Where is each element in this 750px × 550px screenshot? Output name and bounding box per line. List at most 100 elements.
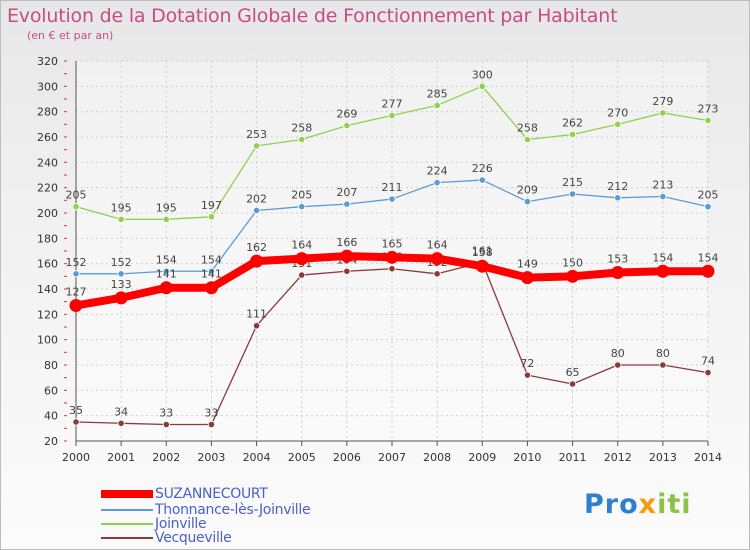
legend-label-thonnance: Thonnance-lès-Joinville bbox=[155, 502, 311, 518]
data-label-suzannecourt: 164 bbox=[291, 239, 312, 252]
data-label-joinville: 279 bbox=[652, 95, 673, 108]
y-tick-label: 200 bbox=[37, 207, 58, 220]
x-tick-label: 2012 bbox=[604, 451, 632, 464]
data-point-thonnance-les-joinville bbox=[117, 270, 125, 278]
data-point-joinville bbox=[523, 135, 532, 144]
y-tick-label: 280 bbox=[37, 106, 58, 119]
data-point-thonnance-les-joinville bbox=[614, 194, 622, 202]
legend-item-vecqueville[interactable]: Vecqueville bbox=[101, 530, 232, 546]
data-label-vecqueville: 33 bbox=[159, 407, 173, 420]
data-label-thonnance-les-joinville: 154 bbox=[156, 253, 177, 266]
data-point-vecqueville bbox=[523, 371, 532, 379]
x-tick-label: 2005 bbox=[288, 451, 316, 464]
data-label-joinville: 258 bbox=[517, 122, 538, 135]
data-point-vecqueville bbox=[614, 361, 622, 369]
y-tick-label: 240 bbox=[37, 156, 58, 169]
data-point-vecqueville bbox=[72, 418, 80, 426]
data-point-suzannecourt bbox=[340, 249, 354, 263]
legend-swatch-thonnance bbox=[101, 509, 153, 511]
data-point-thonnance-les-joinville bbox=[478, 176, 486, 184]
data-label-suzannecourt: 141 bbox=[201, 268, 222, 281]
data-label-suzannecourt: 149 bbox=[517, 258, 538, 271]
data-point-suzannecourt bbox=[611, 266, 625, 280]
data-point-joinville bbox=[298, 135, 306, 144]
data-point-vecqueville bbox=[388, 265, 396, 273]
data-point-joinville bbox=[704, 116, 712, 125]
data-label-thonnance-les-joinville: 154 bbox=[201, 253, 222, 266]
data-point-joinville bbox=[207, 213, 216, 221]
legend-item-joinville[interactable]: Joinville bbox=[101, 516, 207, 532]
data-point-vecqueville bbox=[343, 267, 351, 275]
data-label-thonnance-les-joinville: 224 bbox=[427, 165, 448, 178]
data-label-suzannecourt: 153 bbox=[607, 253, 628, 266]
data-point-vecqueville bbox=[298, 271, 306, 279]
legend-swatch-vecqueville bbox=[101, 537, 153, 539]
data-label-vecqueville: 80 bbox=[611, 347, 625, 360]
data-label-vecqueville: 65 bbox=[566, 366, 580, 379]
data-point-suzannecourt bbox=[430, 252, 444, 266]
data-label-joinville: 273 bbox=[698, 103, 719, 116]
logo-part-1: Pro bbox=[584, 489, 639, 520]
legend-item-thonnance[interactable]: Thonnance-lès-Joinville bbox=[101, 502, 311, 518]
data-label-vecqueville: 72 bbox=[520, 357, 534, 370]
data-point-vecqueville bbox=[568, 380, 577, 388]
data-label-joinville: 262 bbox=[562, 116, 583, 129]
data-label-thonnance-les-joinville: 213 bbox=[652, 179, 673, 192]
data-point-suzannecourt bbox=[204, 281, 218, 295]
data-point-joinville bbox=[659, 109, 667, 117]
data-label-thonnance-les-joinville: 152 bbox=[111, 256, 132, 269]
data-point-joinville bbox=[343, 122, 351, 130]
data-label-suzannecourt: 165 bbox=[382, 237, 403, 250]
data-label-vecqueville: 74 bbox=[701, 355, 715, 368]
y-tick-label: 260 bbox=[37, 131, 58, 144]
data-label-joinville: 195 bbox=[111, 201, 132, 214]
data-point-thonnance-les-joinville bbox=[568, 190, 577, 198]
series-thonnance-les-joinville: 152 152 154 154 202 205 207 211 224 226 209 215 212 2… bbox=[66, 162, 719, 278]
data-point-thonnance-les-joinville bbox=[388, 195, 396, 203]
data-point-joinville bbox=[433, 101, 441, 109]
chart-subtitle: (en € et par an) bbox=[27, 29, 114, 42]
x-tick-label: 2014 bbox=[694, 451, 722, 464]
x-tick-label: 2013 bbox=[649, 451, 677, 464]
legend-swatch-suzannecourt bbox=[101, 490, 153, 498]
x-tick-label: 2006 bbox=[333, 451, 361, 464]
y-tick-label: 60 bbox=[44, 384, 58, 397]
data-point-suzannecourt bbox=[295, 252, 309, 266]
data-point-thonnance-les-joinville bbox=[659, 192, 667, 201]
data-label-suzannecourt: 133 bbox=[111, 278, 132, 291]
data-label-suzannecourt: 162 bbox=[246, 241, 267, 254]
legend-item-suzannecourt[interactable]: SUZANNECOURT bbox=[101, 486, 268, 502]
data-point-suzannecourt bbox=[566, 269, 580, 283]
y-tick-label: 40 bbox=[44, 410, 58, 423]
y-tick-label: 120 bbox=[37, 308, 58, 321]
data-label-joinville: 253 bbox=[246, 128, 267, 141]
chart-title: Evolution de la Dotation Globale de Fonc… bbox=[7, 5, 618, 27]
data-point-joinville bbox=[568, 130, 577, 139]
data-label-joinville: 197 bbox=[201, 199, 222, 212]
data-point-vecqueville bbox=[207, 420, 216, 429]
legend-label-joinville: Joinville bbox=[155, 516, 207, 532]
data-label-suzannecourt: 141 bbox=[156, 268, 177, 281]
data-label-joinville: 195 bbox=[156, 201, 177, 214]
x-tick-label: 2002 bbox=[152, 451, 180, 464]
x-tick-label: 2004 bbox=[243, 451, 271, 464]
x-tick-label: 2010 bbox=[513, 451, 541, 464]
data-label-thonnance-les-joinville: 207 bbox=[336, 186, 357, 199]
data-label-suzannecourt: 158 bbox=[472, 246, 493, 259]
data-label-thonnance-les-joinville: 202 bbox=[246, 192, 267, 205]
logo-part-2: x bbox=[638, 489, 658, 520]
data-label-suzannecourt: 127 bbox=[66, 285, 87, 298]
x-tick-label: 2003 bbox=[197, 451, 225, 464]
data-point-suzannecourt bbox=[385, 250, 399, 264]
data-point-vecqueville bbox=[252, 322, 261, 330]
data-label-suzannecourt: 154 bbox=[652, 251, 673, 264]
y-tick-label: 220 bbox=[37, 182, 58, 195]
data-label-vecqueville: 35 bbox=[69, 404, 83, 417]
data-point-joinville bbox=[162, 215, 170, 223]
x-tick-label: 2007 bbox=[378, 451, 406, 464]
data-label-joinville: 269 bbox=[336, 108, 357, 121]
data-label-joinville: 277 bbox=[382, 97, 403, 110]
data-label-joinville: 300 bbox=[472, 68, 493, 81]
x-tick-label: 2000 bbox=[62, 451, 90, 464]
data-point-vecqueville bbox=[117, 419, 125, 427]
